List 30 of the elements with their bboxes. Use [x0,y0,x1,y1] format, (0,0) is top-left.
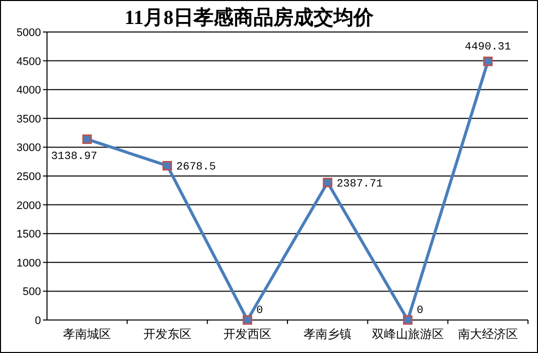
data-label: 2387.71 [336,178,384,190]
point [483,56,493,66]
y-tick-label: 3000 [16,142,41,154]
y-tick-label: 5000 [16,27,41,39]
point [162,160,172,170]
y-tick-label: 500 [22,286,41,298]
x-tick-label: 孝南乡镇 [304,327,352,341]
chart-title: 11月8日孝感商品房成交均价 [124,6,374,29]
data-label: 0 [416,305,424,317]
y-tick-label: 2000 [16,200,41,212]
point [403,315,412,325]
y-tick-label: 1000 [16,257,41,270]
x-tick-label: 孝南城区 [63,327,112,341]
x-tick-label: 开发西区 [223,327,272,341]
y-tick-label: 2500 [16,171,41,183]
x-tick-label: 南大经济区 [458,327,518,341]
y-tick-label: 1500 [16,228,41,241]
point [322,178,332,188]
y-tick-label: 4500 [16,56,41,68]
y-tick-label: 4000 [16,84,41,97]
data-label: 4490.31 [464,41,512,54]
data-label: 2678.5 [176,162,216,174]
x-tick-label: 双峰山旅游区 [372,327,444,341]
y-tick-label: 3500 [16,113,41,126]
point [242,315,252,325]
data-label: 0 [256,305,264,317]
point [82,134,92,144]
y-tick-label: 0 [34,315,41,327]
x-tick-label: 开发东区 [143,327,192,341]
data-label: 3138.97 [51,151,98,164]
